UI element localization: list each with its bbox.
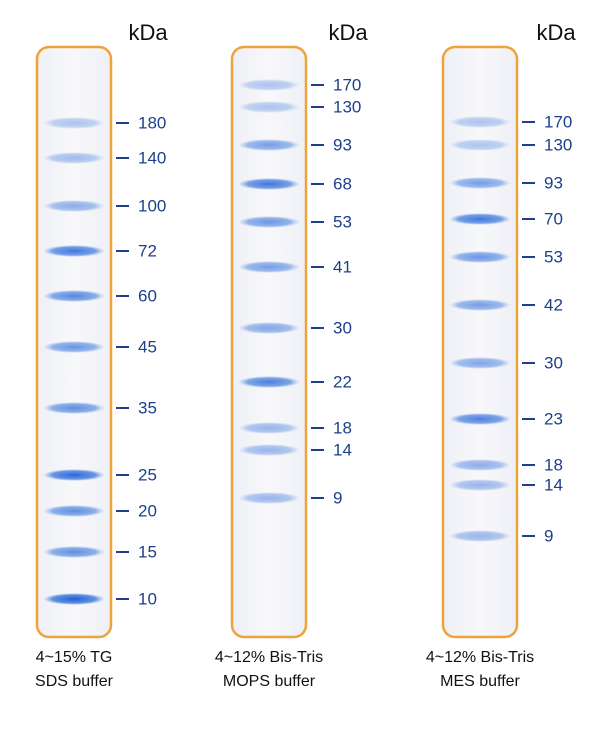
band (43, 546, 105, 558)
marker-label: 42 (544, 295, 563, 314)
lane-caption: 4~12% Bis-Tris (215, 649, 323, 666)
band (43, 290, 105, 302)
band (238, 101, 300, 113)
band (449, 479, 511, 491)
band (449, 299, 511, 311)
gel-lane (441, 45, 519, 639)
band (449, 251, 511, 263)
gel-lane (230, 45, 308, 639)
band (43, 505, 105, 517)
marker-label: 180 (138, 113, 166, 132)
marker-label: 72 (138, 241, 157, 260)
band (449, 530, 511, 542)
band (449, 213, 511, 225)
lane-caption: 4~12% Bis-Tris (426, 649, 534, 666)
marker-label: 25 (138, 465, 157, 484)
band (43, 402, 105, 414)
marker-label: 130 (544, 135, 572, 154)
marker-label: 14 (333, 440, 352, 459)
lane-caption: 4~15% TG (36, 649, 113, 666)
marker-label: 140 (138, 148, 166, 167)
lane-caption: MES buffer (440, 673, 520, 690)
marker-label: 68 (333, 174, 352, 193)
band (449, 116, 511, 128)
marker-label: 53 (544, 247, 563, 266)
marker-label: 15 (138, 542, 157, 561)
marker-label: 18 (333, 418, 352, 437)
band (449, 357, 511, 369)
band (43, 341, 105, 353)
marker-label: 53 (333, 212, 352, 231)
marker-label: 41 (333, 257, 352, 276)
band (238, 79, 300, 91)
band (43, 152, 105, 164)
unit-label: kDa (328, 20, 368, 45)
marker-label: 30 (544, 353, 563, 372)
marker-label: 93 (333, 135, 352, 154)
marker-label: 14 (544, 475, 563, 494)
unit-label: kDa (128, 20, 168, 45)
lane-caption: MOPS buffer (223, 673, 316, 690)
band (238, 444, 300, 456)
marker-label: 18 (544, 455, 563, 474)
band (449, 459, 511, 471)
marker-label: 20 (138, 501, 157, 520)
band (238, 376, 300, 388)
band (43, 117, 105, 129)
band (43, 200, 105, 212)
band (449, 139, 511, 151)
marker-label: 22 (333, 372, 352, 391)
marker-label: 45 (138, 337, 157, 356)
band (238, 139, 300, 151)
band (238, 216, 300, 228)
marker-label: 70 (544, 209, 563, 228)
band (238, 422, 300, 434)
band (238, 492, 300, 504)
band (238, 261, 300, 273)
marker-label: 9 (544, 526, 553, 545)
band (43, 469, 105, 481)
band (238, 322, 300, 334)
marker-label: 170 (333, 75, 361, 94)
unit-label: kDa (536, 20, 576, 45)
marker-label: 130 (333, 97, 361, 116)
marker-label: 9 (333, 488, 342, 507)
band (238, 178, 300, 190)
marker-label: 30 (333, 318, 352, 337)
marker-label: 23 (544, 409, 563, 428)
lane-caption: SDS buffer (35, 673, 114, 690)
band (43, 593, 105, 605)
marker-label: 93 (544, 173, 563, 192)
band (43, 245, 105, 257)
marker-label: 170 (544, 112, 572, 131)
marker-label: 100 (138, 196, 166, 215)
marker-label: 35 (138, 398, 157, 417)
band (449, 413, 511, 425)
marker-label: 60 (138, 286, 157, 305)
band (449, 177, 511, 189)
marker-label: 10 (138, 589, 157, 608)
